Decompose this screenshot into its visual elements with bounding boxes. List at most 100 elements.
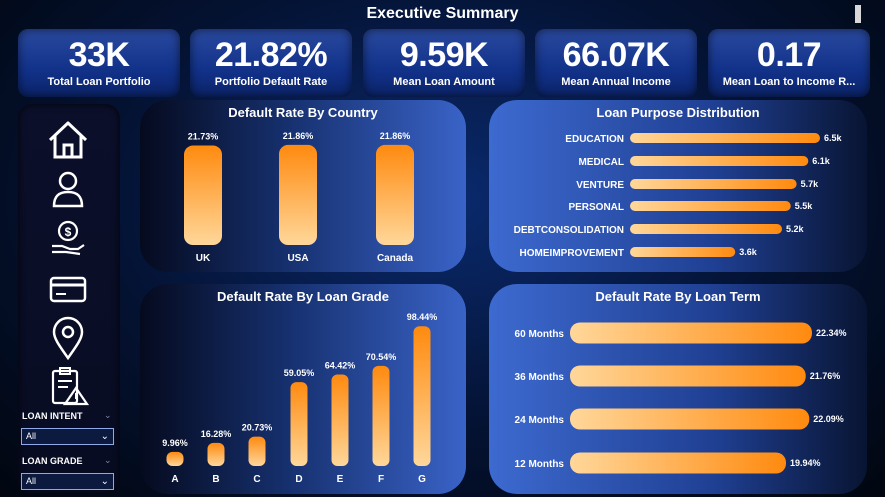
- data-label: 21.76%: [810, 371, 841, 381]
- location-pin-icon[interactable]: [46, 316, 90, 361]
- grade-bar[interactable]: [207, 442, 225, 466]
- money-hand-icon[interactable]: $: [46, 216, 90, 260]
- data-label: 19.94%: [790, 458, 821, 468]
- data-label: 5.5k: [795, 201, 814, 211]
- kpi-value: 21.82%: [214, 36, 328, 74]
- tick-label: 12 Months: [515, 459, 565, 470]
- data-label: 22.09%: [813, 414, 844, 424]
- data-label: 21.86%: [283, 131, 314, 141]
- country-bar-chart: 21.73% UK 21.86% USA 21.86% Canada: [184, 131, 414, 264]
- kpi-label: Portfolio Default Rate: [214, 76, 328, 88]
- data-label: 5.2k: [786, 224, 805, 234]
- kpi-card-total-loan-portfolio: 33K Total Loan Portfolio: [18, 29, 180, 97]
- grade-bar[interactable]: [331, 374, 349, 466]
- loan-intent-dropdown[interactable]: All ⌄: [21, 428, 114, 445]
- kpi-value: 0.17: [756, 36, 822, 74]
- tick-label: 24 Months: [515, 415, 565, 426]
- kpi-label: Mean Annual Income: [561, 76, 671, 88]
- country-bar[interactable]: [184, 145, 222, 245]
- data-label: 16.28%: [201, 429, 232, 439]
- data-label: 6.1k: [812, 156, 831, 166]
- data-label: 22.34%: [816, 328, 847, 338]
- kpi-card-mean-loan-amount: 9.59K Mean Loan Amount: [363, 29, 525, 97]
- term-bar-chart: 60 Months 22.34% 36 Months 21.76% 24 Months 2…: [515, 322, 847, 474]
- data-label: 6.5k: [824, 133, 843, 143]
- panel-default-rate-by-grade: Default Rate By Loan Grade 9.96% A 16.28% B…: [140, 284, 466, 494]
- kpi-card-portfolio-default-rate: 21.82% Portfolio Default Rate: [190, 29, 352, 97]
- tick-label: DEBTCONSOLIDATION: [514, 225, 624, 236]
- tick-label: USA: [287, 253, 308, 264]
- panel-default-rate-by-country: Default Rate By Country 21.73% UK 21.86% US…: [140, 100, 466, 272]
- tick-label: EDUCATION: [565, 134, 624, 145]
- svg-text:$: $: [65, 225, 72, 239]
- data-label: 21.86%: [380, 131, 411, 141]
- kpi-card-mean-loan-to-income: 0.17 Mean Loan to Income R...: [708, 29, 870, 97]
- loan-grade-value: All: [26, 476, 37, 486]
- chevron-down-icon[interactable]: ⌄: [104, 455, 112, 465]
- kpi-value: 66.07K: [562, 36, 670, 74]
- grade-bar-chart: 9.96% A 16.28% B 20.73% C 59.05% D 64.42% E 70.54%…: [162, 312, 438, 485]
- slicer-label-loan-grade: LOAN GRADE: [22, 456, 83, 466]
- home-icon[interactable]: [46, 118, 90, 162]
- tick-label: C: [253, 474, 260, 485]
- data-label: 98.44%: [407, 312, 438, 322]
- menu-handle-icon[interactable]: [855, 5, 861, 23]
- slicer-label-loan-intent: LOAN INTENT: [22, 411, 83, 421]
- data-label: 64.42%: [325, 361, 356, 371]
- tick-label: D: [295, 474, 302, 485]
- data-label: 20.73%: [242, 423, 273, 433]
- tick-label: VENTURE: [576, 180, 624, 191]
- term-bar[interactable]: [570, 452, 787, 474]
- tick-label: HOMEIMPROVEMENT: [520, 248, 624, 259]
- purpose-bar[interactable]: [630, 156, 809, 166]
- tick-label: A: [171, 474, 178, 485]
- user-icon[interactable]: [46, 167, 90, 211]
- kpi-value: 33K: [68, 36, 130, 74]
- dropdown-arrow-icon: ⌄: [100, 476, 109, 487]
- chart-title: Default Rate By Country: [228, 105, 378, 120]
- data-label: 5.7k: [801, 179, 820, 189]
- data-label: 70.54%: [366, 352, 397, 362]
- purpose-bar[interactable]: [630, 224, 782, 234]
- tick-label: PERSONAL: [568, 202, 624, 213]
- term-bar[interactable]: [570, 322, 812, 344]
- tick-label: Canada: [377, 253, 414, 264]
- term-bar[interactable]: [570, 365, 806, 387]
- loan-grade-dropdown[interactable]: All ⌄: [21, 473, 114, 490]
- grade-bar[interactable]: [372, 365, 390, 466]
- kpi-value: 9.59K: [399, 36, 489, 74]
- tick-label: F: [378, 474, 384, 485]
- tick-label: MEDICAL: [578, 157, 624, 168]
- chevron-down-icon[interactable]: ⌄: [104, 410, 112, 420]
- purpose-bar[interactable]: [630, 247, 736, 257]
- tick-label: 60 Months: [515, 329, 565, 340]
- panel-default-rate-by-term: Default Rate By Loan Term 60 Months 22.34…: [489, 284, 867, 494]
- country-bar[interactable]: [279, 144, 317, 245]
- loan-intent-value: All: [26, 431, 37, 441]
- country-bar[interactable]: [376, 144, 414, 245]
- panel-loan-purpose-distribution: Loan Purpose Distribution EDUCATION 6.5k M…: [489, 100, 867, 272]
- tick-label: G: [418, 474, 426, 485]
- purpose-bar-chart: EDUCATION 6.5k MEDICAL 6.1k VENTURE 5.7k PERSO…: [514, 133, 843, 259]
- grade-bar[interactable]: [413, 326, 431, 466]
- purpose-bar[interactable]: [630, 133, 820, 143]
- credit-card-icon[interactable]: [46, 267, 90, 311]
- tick-label: 36 Months: [515, 372, 565, 383]
- grade-bar[interactable]: [290, 382, 308, 466]
- grade-bar[interactable]: [248, 436, 266, 466]
- dropdown-arrow-icon: ⌄: [100, 431, 109, 442]
- kpi-card-mean-annual-income: 66.07K Mean Annual Income: [535, 29, 697, 97]
- chart-title: Loan Purpose Distribution: [596, 105, 760, 120]
- term-bar[interactable]: [570, 408, 810, 430]
- tick-label: E: [337, 474, 344, 485]
- purpose-bar[interactable]: [630, 179, 797, 189]
- data-label: 21.73%: [188, 132, 219, 142]
- data-label: 59.05%: [284, 368, 315, 378]
- data-label: 3.6k: [739, 247, 758, 257]
- grade-bar[interactable]: [166, 451, 184, 466]
- purpose-bar[interactable]: [630, 201, 791, 211]
- chart-title: Default Rate By Loan Term: [595, 289, 761, 304]
- chart-title: Default Rate By Loan Grade: [217, 289, 389, 304]
- clipboard-warning-icon[interactable]: [46, 364, 90, 408]
- kpi-label: Mean Loan Amount: [393, 76, 495, 88]
